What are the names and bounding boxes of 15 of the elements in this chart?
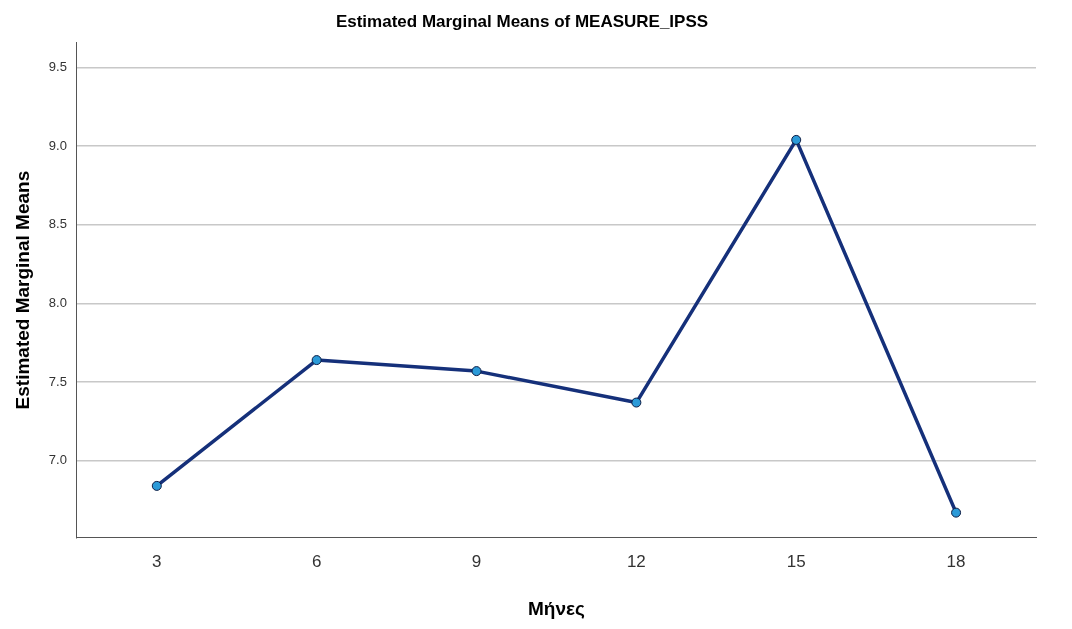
chart-title: Estimated Marginal Means of MEASURE_IPSS	[335, 11, 709, 31]
x-tick-label: 18	[946, 551, 966, 571]
x-axis-title: Μήνες	[527, 597, 585, 619]
y-tick-label: 9.5	[48, 59, 67, 75]
y-tick-label: 7.0	[48, 452, 67, 468]
y-tick-label: 8.0	[48, 295, 67, 311]
x-tick-label: 12	[626, 551, 646, 571]
x-tick-label: 6	[311, 551, 322, 571]
x-tick-label: 15	[786, 551, 806, 571]
y-tick-label: 7.5	[48, 373, 67, 389]
x-tick-label: 9	[471, 551, 482, 571]
y-tick-label: 9.0	[48, 137, 67, 153]
y-axis-title: Estimated Marginal Means	[11, 170, 33, 410]
y-tick-label: 8.5	[48, 216, 67, 232]
x-tick-label: 3	[152, 551, 162, 571]
